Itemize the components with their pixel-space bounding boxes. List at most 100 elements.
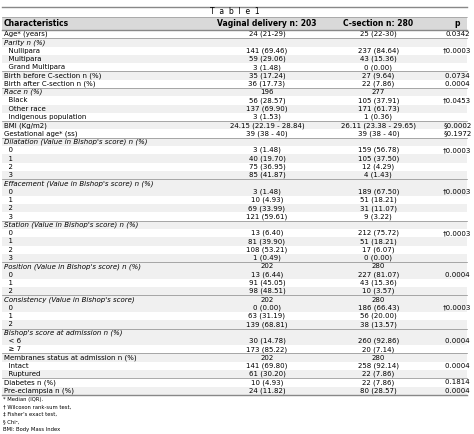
Text: 137 (69.90): 137 (69.90) xyxy=(246,105,288,112)
Text: Dilatation (Value in Bishop's score) n (%): Dilatation (Value in Bishop's score) n (… xyxy=(4,138,147,145)
Bar xyxy=(2,80,466,88)
Text: 212 (75.72): 212 (75.72) xyxy=(358,230,399,237)
Text: † Wilcoxon rank-sum test,: † Wilcoxon rank-sum test, xyxy=(3,404,72,410)
Text: ⁤0.0004: ⁤0.0004 xyxy=(445,388,470,394)
Text: Parity n (%): Parity n (%) xyxy=(4,39,45,46)
Bar xyxy=(2,155,466,163)
Text: § Chi²,: § Chi², xyxy=(3,419,20,424)
Text: 0 (0.00): 0 (0.00) xyxy=(253,305,281,311)
Text: * Median (IQR).: * Median (IQR). xyxy=(3,397,44,402)
Text: 186 (66.43): 186 (66.43) xyxy=(358,305,399,311)
Text: 40 (19.70): 40 (19.70) xyxy=(248,155,285,162)
Text: 260 (92.86): 260 (92.86) xyxy=(358,338,399,344)
Text: 141 (69.80): 141 (69.80) xyxy=(246,363,288,369)
Text: Vaginal delivery n: 203: Vaginal delivery n: 203 xyxy=(217,19,317,28)
Text: 2: 2 xyxy=(4,322,13,327)
Text: 0: 0 xyxy=(4,189,13,195)
Text: 13 (6.44): 13 (6.44) xyxy=(251,271,283,278)
Text: 27 (9.64): 27 (9.64) xyxy=(362,72,394,79)
Bar xyxy=(2,55,466,63)
Text: 17 (6.07): 17 (6.07) xyxy=(362,247,395,253)
Text: 0: 0 xyxy=(4,147,13,153)
Bar xyxy=(2,329,466,337)
Text: 0: 0 xyxy=(4,305,13,311)
Text: 2: 2 xyxy=(4,205,13,211)
Bar xyxy=(2,17,466,30)
Text: 2: 2 xyxy=(4,247,13,253)
Text: 10 (3.57): 10 (3.57) xyxy=(362,288,394,295)
Text: 80 (28.57): 80 (28.57) xyxy=(360,388,397,394)
Text: Indigenous population: Indigenous population xyxy=(4,114,86,120)
Text: p: p xyxy=(455,19,460,28)
Text: 2: 2 xyxy=(4,164,13,170)
Bar xyxy=(2,345,466,353)
Text: 1: 1 xyxy=(4,313,13,319)
Bar xyxy=(2,287,466,296)
Text: 31 (11.07): 31 (11.07) xyxy=(360,205,397,211)
Text: 9 (3.22): 9 (3.22) xyxy=(365,214,392,220)
Text: 98 (48.51): 98 (48.51) xyxy=(248,288,285,295)
Text: 10 (4.93): 10 (4.93) xyxy=(251,379,283,386)
Text: 1: 1 xyxy=(4,155,13,161)
Text: ⁤0.0004: ⁤0.0004 xyxy=(445,338,470,344)
Text: 189 (67.50): 189 (67.50) xyxy=(358,188,399,195)
Text: 13 (6.40): 13 (6.40) xyxy=(251,230,283,237)
Text: 24 (21-29): 24 (21-29) xyxy=(248,31,285,37)
Text: 0: 0 xyxy=(4,272,13,278)
Text: BMI (Kg/m2): BMI (Kg/m2) xyxy=(4,122,46,128)
Text: 2: 2 xyxy=(4,288,13,294)
Text: 56 (20.00): 56 (20.00) xyxy=(360,313,397,319)
Bar xyxy=(2,46,466,55)
Text: T  a  b  l  e  1: T a b l e 1 xyxy=(210,7,259,16)
Text: Intact: Intact xyxy=(4,363,28,369)
Bar xyxy=(2,254,466,262)
Text: 25 (22-30): 25 (22-30) xyxy=(360,31,397,37)
Text: Other race: Other race xyxy=(4,106,46,112)
Text: 3 (1.53): 3 (1.53) xyxy=(253,114,281,120)
Bar xyxy=(2,353,466,362)
Bar xyxy=(2,204,466,213)
Text: Station (Value in Bishop's score) n (%): Station (Value in Bishop's score) n (%) xyxy=(4,222,138,228)
Text: 12 (4.29): 12 (4.29) xyxy=(362,164,394,170)
Text: Effacement (Value in Bishop's score) n (%): Effacement (Value in Bishop's score) n (… xyxy=(4,180,153,187)
Text: 24.15 (22.19 - 28.84): 24.15 (22.19 - 28.84) xyxy=(229,122,304,128)
Text: Black: Black xyxy=(4,98,27,103)
Bar xyxy=(2,312,466,320)
Bar xyxy=(2,30,466,38)
Text: 202: 202 xyxy=(260,263,273,270)
Text: §0.0002: §0.0002 xyxy=(443,122,472,128)
Text: 1 (0.36): 1 (0.36) xyxy=(365,114,392,120)
Text: †0.0003: †0.0003 xyxy=(443,305,472,311)
Text: 202: 202 xyxy=(260,296,273,302)
Text: 39 (38 - 40): 39 (38 - 40) xyxy=(357,130,399,137)
Bar xyxy=(2,304,466,312)
Bar xyxy=(2,121,466,129)
Bar xyxy=(2,146,466,155)
Text: Diabetes n (%): Diabetes n (%) xyxy=(4,379,55,386)
Text: 24 (11.82): 24 (11.82) xyxy=(249,388,285,394)
Text: 38 (13.57): 38 (13.57) xyxy=(360,321,397,328)
Text: †0.0003: †0.0003 xyxy=(443,48,472,54)
Bar xyxy=(2,237,466,246)
Text: 171 (61.73): 171 (61.73) xyxy=(357,105,399,112)
Text: 43 (15.36): 43 (15.36) xyxy=(360,56,397,62)
Bar xyxy=(2,96,466,105)
Text: 108 (53.21): 108 (53.21) xyxy=(246,247,288,253)
Bar xyxy=(2,138,466,146)
Text: 36 (17.73): 36 (17.73) xyxy=(248,81,285,87)
Text: 43 (15.36): 43 (15.36) xyxy=(360,279,397,286)
Bar xyxy=(2,72,466,80)
Bar xyxy=(2,187,466,196)
Text: 258 (92.14): 258 (92.14) xyxy=(358,363,399,369)
Text: 22 (7.86): 22 (7.86) xyxy=(362,371,394,378)
Bar xyxy=(2,38,466,46)
Bar xyxy=(2,270,466,279)
Text: 63 (31.19): 63 (31.19) xyxy=(248,313,285,319)
Bar xyxy=(2,221,466,229)
Text: 1: 1 xyxy=(4,238,13,244)
Text: 237 (84.64): 237 (84.64) xyxy=(358,47,399,54)
Text: 0.0342: 0.0342 xyxy=(445,31,470,37)
Text: ⁤0.0004: ⁤0.0004 xyxy=(445,363,470,369)
Text: 85 (41.87): 85 (41.87) xyxy=(248,172,285,178)
Text: ⁤0.1814: ⁤0.1814 xyxy=(445,379,470,385)
